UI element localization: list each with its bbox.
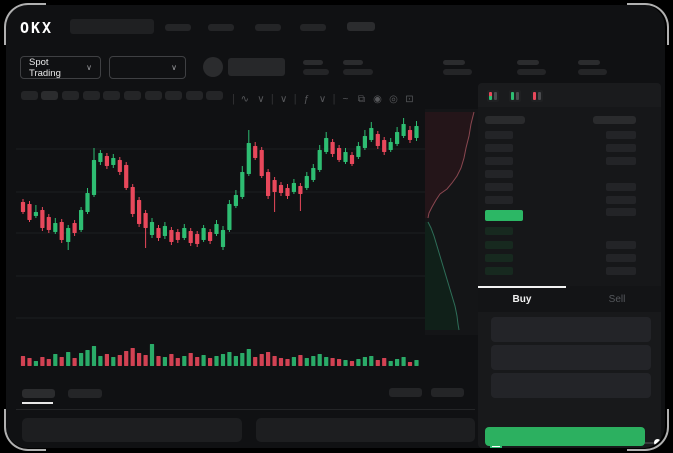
bid-row-price-placeholder[interactable] — [485, 227, 513, 235]
bottom-tab-underline — [22, 402, 53, 404]
bid-row-amount-placeholder — [606, 267, 636, 275]
timeframe-button[interactable] — [206, 91, 223, 100]
ask-row-price-placeholder[interactable] — [485, 183, 513, 191]
stat-value-placeholder — [578, 69, 607, 75]
bid-row-amount-placeholder — [606, 254, 636, 262]
depth-chart-panel — [425, 109, 480, 335]
total-input[interactable] — [491, 373, 651, 398]
timeframe-button[interactable] — [145, 91, 162, 100]
stat-value-placeholder — [443, 69, 472, 75]
toolbar-divider: | — [232, 93, 235, 105]
timeframe-button[interactable] — [103, 91, 120, 100]
stat-label-placeholder — [517, 60, 539, 65]
bid-row-price-placeholder[interactable] — [485, 241, 513, 249]
bottom-tab-active[interactable] — [22, 389, 55, 398]
snapshot-icon[interactable]: ◉ — [373, 94, 382, 105]
nav-item-placeholder[interactable] — [255, 23, 281, 31]
buy-submit-button[interactable] — [485, 427, 645, 446]
top-nav: OKX — [6, 5, 665, 49]
chevron-down-icon: ∨ — [86, 63, 92, 72]
last-price-amount-placeholder — [606, 208, 636, 216]
price-input[interactable] — [491, 317, 651, 342]
market-type-label: Spot Trading — [29, 56, 61, 79]
interval-chevron-icon[interactable]: ∨ — [280, 94, 288, 105]
ask-row-price-placeholder[interactable] — [485, 157, 513, 165]
orderbook — [478, 107, 661, 287]
amount-input[interactable] — [491, 345, 651, 370]
stat-value-placeholder — [343, 69, 373, 75]
stat-label-placeholder — [343, 60, 363, 65]
stat-label-placeholder — [578, 60, 600, 65]
timeframe-button[interactable] — [124, 91, 141, 100]
bid-row-price-placeholder[interactable] — [485, 254, 513, 262]
coin-icon — [203, 57, 223, 77]
nav-item-placeholder[interactable] — [208, 23, 234, 31]
timeframe-button[interactable] — [62, 91, 79, 100]
bottom-action-placeholder[interactable] — [431, 388, 464, 397]
ask-row-price-placeholder[interactable] — [485, 170, 513, 178]
indicators-chevron-icon[interactable]: ∨ — [318, 94, 327, 105]
chart-toolbar: | ∿ ∨ | ∨ | ƒ ∨ | ~ ⧉ ◉ ◎ ⊡ — [20, 90, 470, 106]
nav-item-placeholder[interactable] — [165, 23, 191, 31]
orderbook-header-price-placeholder — [485, 116, 525, 124]
orderbook-layout-bids-icon[interactable] — [509, 90, 521, 102]
stat-value-placeholder — [517, 69, 546, 75]
timeframe-button[interactable] — [83, 91, 100, 100]
nav-search-placeholder[interactable] — [70, 19, 154, 34]
stat-value-placeholder — [303, 69, 329, 75]
orderbook-header-amount-placeholder — [593, 116, 636, 124]
candle-type-icon[interactable]: ∿ — [240, 94, 250, 105]
pair-name-placeholder — [228, 58, 285, 76]
stat-label-placeholder — [443, 60, 465, 65]
order-history-panel — [256, 418, 475, 442]
ask-row-amount-placeholder — [606, 131, 636, 139]
toolbar-divider: | — [332, 93, 336, 105]
timeframe-button[interactable] — [186, 91, 203, 100]
indicators-icon[interactable]: ƒ — [303, 94, 310, 105]
tab-buy[interactable]: Buy — [512, 293, 532, 305]
app-window: OKX Spot Trading ∨ ∨ | ∿ ∨ | ∨ | ƒ ∨ | ~ ⧉ ◉ ◎ ⊡ — [6, 5, 665, 448]
timeframe-button[interactable] — [165, 91, 182, 100]
bid-row-amount-placeholder — [606, 241, 636, 249]
okx-logo[interactable]: OKX — [20, 19, 54, 37]
bottom-divider — [16, 409, 475, 410]
candle-type-chevron-icon[interactable]: ∨ — [257, 94, 265, 105]
bottom-action-placeholder[interactable] — [389, 388, 422, 397]
pair-dropdown[interactable]: ∨ — [109, 56, 186, 79]
slider-dot[interactable] — [654, 439, 661, 446]
line-tool-icon[interactable]: ~ — [342, 94, 349, 105]
stat-label-placeholder — [303, 60, 323, 65]
bottom-tab[interactable] — [68, 389, 102, 398]
buy-tab-active-indicator — [478, 286, 566, 288]
toolbar-divider: | — [293, 93, 297, 105]
orderbook-layout-all-icon[interactable] — [487, 90, 499, 102]
ask-row-price-placeholder[interactable] — [485, 144, 513, 152]
timeframe-button[interactable] — [41, 91, 58, 100]
toolbar-divider: | — [270, 93, 274, 105]
ask-row-amount-placeholder — [606, 196, 636, 204]
trade-tabs: Buy Sell — [478, 286, 661, 312]
nav-item-placeholder[interactable] — [347, 22, 375, 31]
market-type-dropdown[interactable]: Spot Trading ∨ — [20, 56, 101, 79]
chart-tool-icons: | ∿ ∨ | ∨ | ƒ ∨ | ~ ⧉ ◉ ◎ ⊡ — [230, 89, 417, 107]
chevron-down-icon: ∨ — [171, 63, 177, 72]
ask-row-price-placeholder[interactable] — [485, 131, 513, 139]
ask-row-amount-placeholder — [606, 183, 636, 191]
ask-row-amount-placeholder — [606, 144, 636, 152]
compare-icon[interactable]: ⧉ — [357, 94, 365, 105]
nav-item-placeholder[interactable] — [300, 23, 326, 31]
timeframe-button[interactable] — [21, 91, 38, 100]
bid-row-price-placeholder[interactable] — [485, 267, 513, 275]
ask-row-amount-placeholder — [606, 157, 636, 165]
orderbook-toolbar — [478, 83, 661, 107]
open-orders-panel — [22, 418, 242, 442]
order-panel: Buy Sell — [478, 83, 662, 448]
settings-icon[interactable]: ◎ — [389, 94, 398, 105]
ask-row-price-placeholder[interactable] — [485, 196, 513, 204]
orderbook-layout-asks-icon[interactable] — [531, 90, 543, 102]
tab-sell[interactable]: Sell — [608, 293, 626, 305]
fullscreen-icon[interactable]: ⊡ — [405, 94, 414, 105]
last-price-bar — [485, 210, 523, 221]
